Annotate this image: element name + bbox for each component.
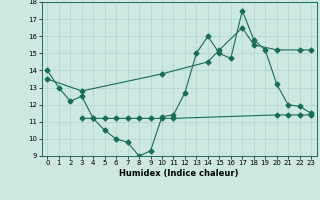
- X-axis label: Humidex (Indice chaleur): Humidex (Indice chaleur): [119, 169, 239, 178]
